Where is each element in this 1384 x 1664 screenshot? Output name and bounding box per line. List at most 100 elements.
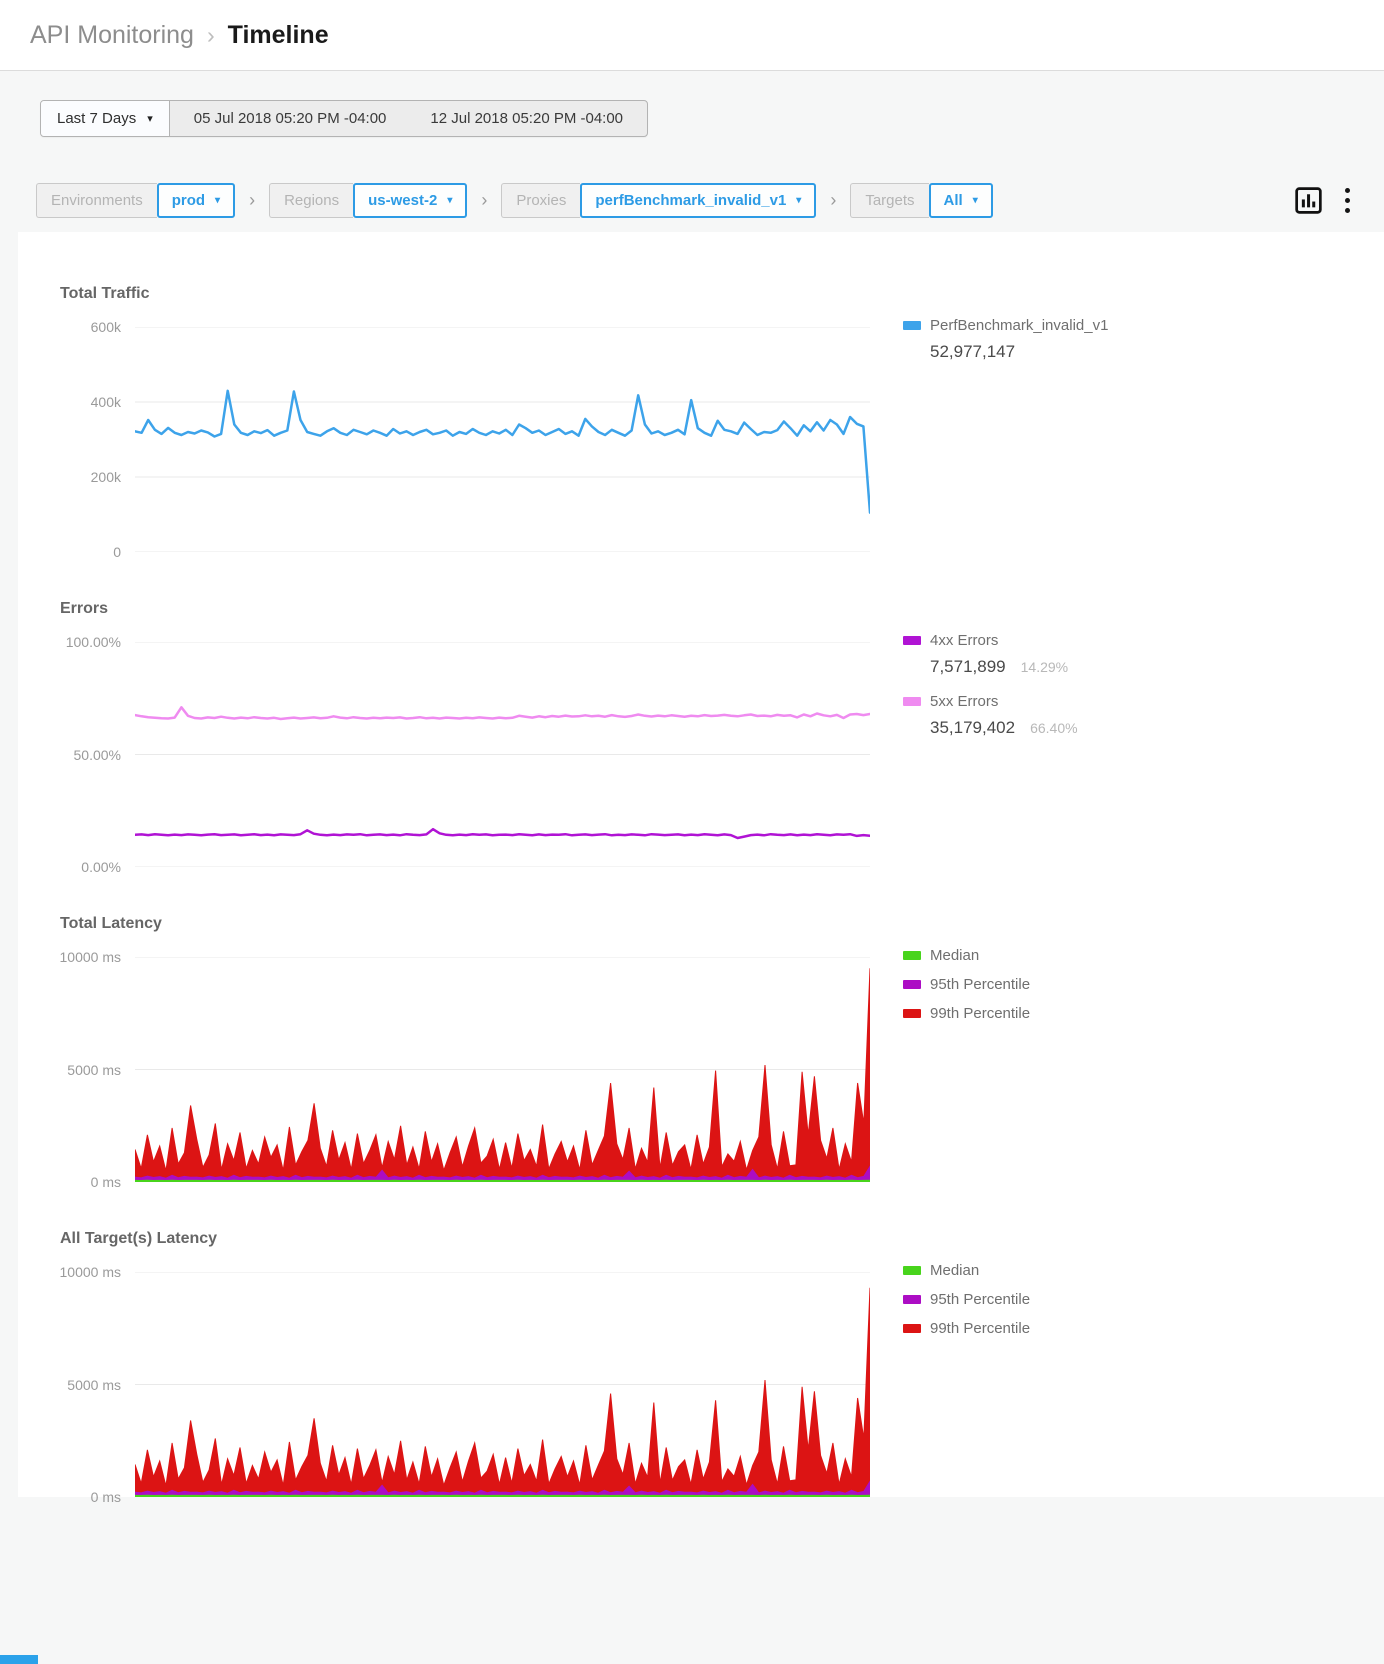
legend-value: 35,179,402 66.40% bbox=[930, 718, 1078, 737]
y-axis: 10000 ms 5000 ms 0 ms bbox=[18, 1264, 135, 1505]
charts-panel: Total Traffic 600k 400k 200k 0 PerfBenchmar… bbox=[18, 232, 1384, 1505]
breadcrumb-separator-icon: › bbox=[206, 21, 215, 48]
legend-label: PerfBenchmark_invalid_v1 bbox=[930, 317, 1109, 334]
chart-title: Total Traffic bbox=[60, 285, 150, 302]
filter-bar: Environments prod ▾ › Regions us-west-2 … bbox=[36, 183, 1354, 218]
chart-title: Total Latency bbox=[60, 915, 162, 932]
filter-regions-label: Regions bbox=[269, 183, 354, 218]
legend-label: 99th Percentile bbox=[930, 1005, 1031, 1022]
y-axis: 100.00% 50.00% 0.00% bbox=[18, 634, 135, 875]
kebab-dot bbox=[1345, 188, 1350, 193]
legend-label: Median bbox=[930, 947, 980, 964]
page-title: Timeline bbox=[227, 20, 329, 49]
y-tick-label: 600k bbox=[90, 319, 121, 335]
chart-legend: PerfBenchmark_invalid_v1 52,977,147 bbox=[903, 317, 1108, 378]
legend-swatch bbox=[903, 697, 921, 706]
range-preset-dropdown[interactable]: Last 7 Days ▾ bbox=[41, 101, 170, 136]
filter-environments-value[interactable]: prod ▾ bbox=[156, 183, 236, 218]
y-tick-label: 10000 ms bbox=[59, 1264, 121, 1280]
filter-regions: Regions us-west-2 ▾ bbox=[269, 183, 468, 218]
bar-chart-view-button[interactable] bbox=[1295, 187, 1322, 214]
filter-regions-value[interactable]: us-west-2 ▾ bbox=[353, 183, 468, 218]
chart-plot-area[interactable] bbox=[135, 642, 870, 867]
filter-separator-icon: › bbox=[481, 190, 488, 210]
legend-label: Median bbox=[930, 1262, 980, 1279]
kebab-dot bbox=[1345, 208, 1350, 213]
legend-value: 7,571,899 14.29% bbox=[930, 657, 1069, 676]
legend-item[interactable]: 99th Percentile bbox=[903, 1005, 1030, 1022]
chart-plot-area[interactable] bbox=[135, 327, 870, 552]
legend-item[interactable]: 95th Percentile bbox=[903, 976, 1030, 993]
chart-plot-area[interactable] bbox=[135, 1272, 870, 1497]
legend-label: 95th Percentile bbox=[930, 976, 1031, 993]
breadcrumb-parent[interactable]: API Monitoring bbox=[30, 20, 194, 49]
y-tick-label: 10000 ms bbox=[59, 949, 121, 965]
y-axis: 10000 ms 5000 ms 0 ms bbox=[18, 949, 135, 1190]
legend-swatch bbox=[903, 1324, 921, 1333]
filter-environments-label: Environments bbox=[36, 183, 157, 218]
filter-targets-value[interactable]: All ▾ bbox=[928, 183, 993, 218]
legend-percent: 14.29% bbox=[1020, 659, 1069, 675]
range-preset-label: Last 7 Days bbox=[57, 110, 137, 127]
y-tick-label: 5000 ms bbox=[67, 1061, 121, 1078]
chart-legend: Median 95th Percentile 99th Percentile bbox=[903, 1262, 1030, 1349]
chart-legend: 4xx Errors 7,571,899 14.29% 5xx Errors 35,17… bbox=[903, 632, 1078, 754]
y-axis: 600k 400k 200k 0 bbox=[18, 319, 135, 560]
filter-targets-label: Targets bbox=[850, 183, 929, 218]
filter-targets: Targets All ▾ bbox=[850, 183, 993, 218]
y-tick-label: 0 ms bbox=[90, 1489, 121, 1505]
legend-item[interactable]: 5xx Errors bbox=[903, 693, 1078, 710]
legend-swatch bbox=[903, 1266, 921, 1275]
legend-swatch bbox=[903, 321, 921, 330]
caret-down-icon: ▾ bbox=[796, 195, 802, 206]
caret-down-icon: ▾ bbox=[972, 195, 978, 206]
legend-swatch bbox=[903, 951, 921, 960]
filter-proxies-label: Proxies bbox=[501, 183, 581, 218]
chart-total-traffic: Total Traffic 600k 400k 200k 0 PerfBenchmar… bbox=[18, 285, 1384, 560]
caret-down-icon: ▾ bbox=[147, 113, 153, 125]
kebab-menu-button[interactable] bbox=[1341, 186, 1354, 215]
date-range-group: Last 7 Days ▾ 05 Jul 2018 05:20 PM -04:0… bbox=[40, 100, 649, 137]
chart-title: Errors bbox=[60, 600, 109, 617]
bar-chart-icon bbox=[1295, 187, 1322, 214]
legend-label: 95th Percentile bbox=[930, 1291, 1031, 1308]
y-tick-label: 400k bbox=[90, 393, 121, 410]
legend-item[interactable]: Median bbox=[903, 947, 1030, 964]
chart-plot-area[interactable] bbox=[135, 957, 870, 1182]
floating-widget-partial[interactable] bbox=[0, 1655, 38, 1664]
legend-label: 4xx Errors bbox=[930, 632, 999, 649]
chart-legend: Median 95th Percentile 99th Percentile bbox=[903, 947, 1030, 1034]
filter-environments: Environments prod ▾ bbox=[36, 183, 236, 218]
chart-total-latency: Total Latency 10000 ms 5000 ms 0 ms Median… bbox=[18, 915, 1384, 1190]
legend-label: 5xx Errors bbox=[930, 693, 999, 710]
chart-errors: Errors 100.00% 50.00% 0.00% 4xx Errors 7,57… bbox=[18, 600, 1384, 875]
legend-item[interactable]: 99th Percentile bbox=[903, 1320, 1030, 1337]
legend-percent: 66.40% bbox=[1030, 720, 1078, 736]
y-tick-label: 200k bbox=[90, 469, 121, 485]
kebab-dot bbox=[1345, 198, 1350, 203]
start-date-value[interactable]: 05 Jul 2018 05:20 PM -04:00 bbox=[193, 110, 387, 127]
date-range-values: 05 Jul 2018 05:20 PM -04:00 12 Jul 2018 … bbox=[170, 101, 647, 136]
y-tick-label: 0.00% bbox=[81, 859, 121, 875]
y-tick-label: 0 bbox=[113, 544, 121, 560]
end-date-value[interactable]: 12 Jul 2018 05:20 PM -04:00 bbox=[430, 110, 624, 127]
legend-swatch bbox=[903, 1009, 921, 1018]
filter-separator-icon: › bbox=[830, 190, 837, 210]
legend-item[interactable]: Median bbox=[903, 1262, 1030, 1279]
filter-proxies-value[interactable]: perfBenchmark_invalid_v1 ▾ bbox=[580, 183, 817, 218]
legend-swatch bbox=[903, 980, 921, 989]
legend-item[interactable]: 95th Percentile bbox=[903, 1291, 1030, 1308]
y-tick-label: 5000 ms bbox=[67, 1376, 121, 1393]
legend-label: 99th Percentile bbox=[930, 1320, 1031, 1337]
y-tick-label: 50.00% bbox=[73, 746, 121, 763]
date-range-toolbar: Last 7 Days ▾ 05 Jul 2018 05:20 PM -04:0… bbox=[0, 71, 1384, 137]
legend-swatch bbox=[903, 636, 921, 645]
caret-down-icon: ▾ bbox=[215, 195, 221, 206]
y-tick-label: 0 ms bbox=[90, 1174, 121, 1190]
caret-down-icon: ▾ bbox=[447, 195, 453, 206]
filter-proxies: Proxies perfBenchmark_invalid_v1 ▾ bbox=[501, 183, 817, 218]
chart-all-targets-latency: All Target(s) Latency 10000 ms 5000 ms 0 m… bbox=[18, 1230, 1384, 1505]
y-tick-label: 100.00% bbox=[65, 634, 121, 650]
legend-item[interactable]: PerfBenchmark_invalid_v1 bbox=[903, 317, 1108, 334]
legend-item[interactable]: 4xx Errors bbox=[903, 632, 1078, 649]
